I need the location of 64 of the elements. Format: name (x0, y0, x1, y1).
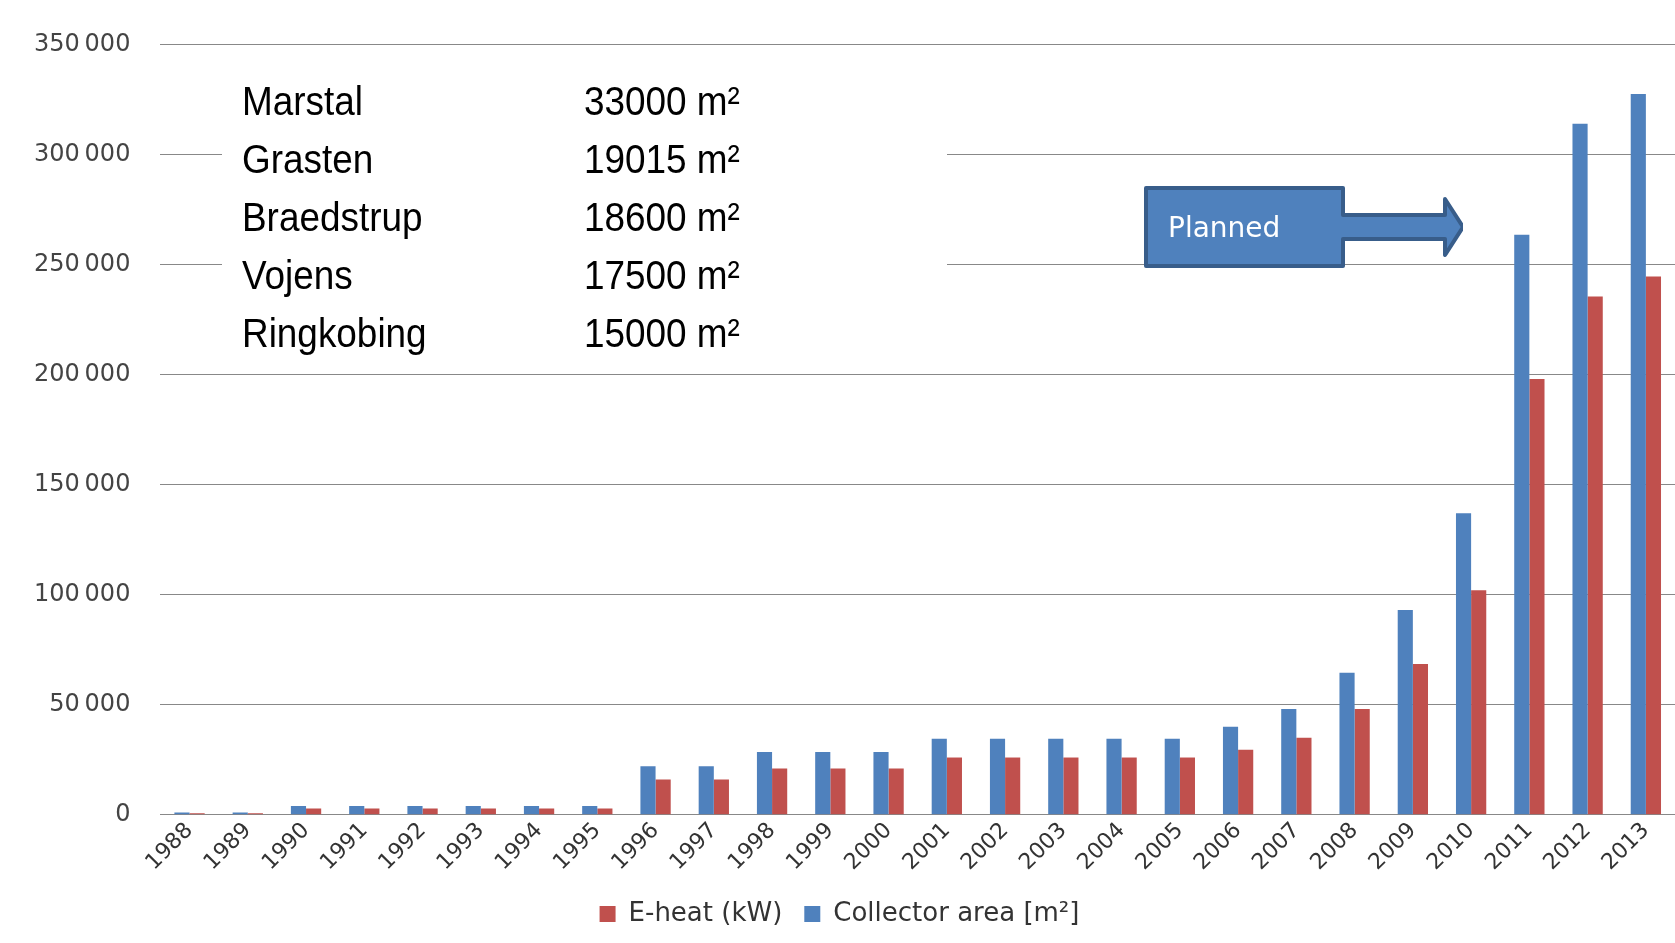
bar (873, 752, 889, 815)
bar (756, 752, 773, 815)
bar (1222, 726, 1239, 815)
annotation: 19015 m² (584, 136, 740, 183)
bar (888, 768, 904, 815)
bar (465, 805, 481, 815)
bar (1179, 757, 1195, 815)
bar (1048, 738, 1064, 815)
bar (1296, 737, 1312, 815)
annotation: 18600 m² (584, 194, 740, 241)
bar (655, 779, 671, 815)
annotation: Grasten (242, 136, 374, 183)
bar (1529, 378, 1545, 815)
bar (1063, 757, 1079, 815)
bar (1455, 513, 1472, 815)
bar (1412, 663, 1429, 815)
y-tick-label: 100 000 (33, 578, 131, 607)
arrow-callout: Planned (1143, 185, 1463, 270)
annotation: Ringkobing (242, 310, 427, 357)
y-tick-label: 0 (115, 798, 131, 827)
y-tick-label: 350 000 (33, 28, 131, 57)
bar (713, 779, 729, 815)
bar (1121, 757, 1137, 815)
y-tick-label: 150 000 (33, 468, 131, 497)
annotation: Vojens (242, 252, 353, 299)
y-tick-label: 200 000 (33, 358, 131, 387)
bar (698, 766, 714, 815)
bar (523, 805, 540, 815)
bar (1572, 123, 1588, 815)
bar (1238, 749, 1254, 815)
bar (1514, 234, 1530, 815)
bar (1164, 738, 1180, 815)
annotation: Planned (1168, 211, 1281, 244)
bar (989, 738, 1006, 815)
annotation: 17500 m² (584, 252, 740, 299)
bar (1397, 610, 1413, 815)
bar (407, 805, 423, 815)
bar (640, 766, 656, 815)
y-tick-label: 250 000 (33, 248, 131, 277)
bar (1005, 757, 1021, 815)
bar (1630, 93, 1646, 815)
bar (1339, 672, 1355, 815)
y-tick-label: 50 000 (49, 688, 131, 717)
bar (1645, 276, 1662, 815)
bar (830, 768, 846, 815)
bar (815, 752, 831, 815)
bar (349, 805, 365, 815)
annotation: Marstal (242, 78, 363, 125)
bar (772, 768, 788, 815)
annotation: 33000 m² (584, 78, 740, 125)
bar (1281, 709, 1297, 815)
bar (1106, 738, 1122, 815)
bar (1354, 709, 1370, 815)
bar (290, 805, 307, 815)
annotation: Braedstrup (242, 194, 423, 241)
annotation: 15000 m² (584, 310, 740, 357)
legend-label: Collector area [m²] (833, 896, 1080, 927)
bar (946, 757, 962, 815)
bar (1587, 296, 1603, 815)
legend-label: E-heat (kW) (628, 896, 783, 927)
y-tick-label: 300 000 (33, 138, 131, 167)
bar (1471, 590, 1487, 815)
bar (582, 805, 598, 815)
bar (931, 738, 947, 815)
